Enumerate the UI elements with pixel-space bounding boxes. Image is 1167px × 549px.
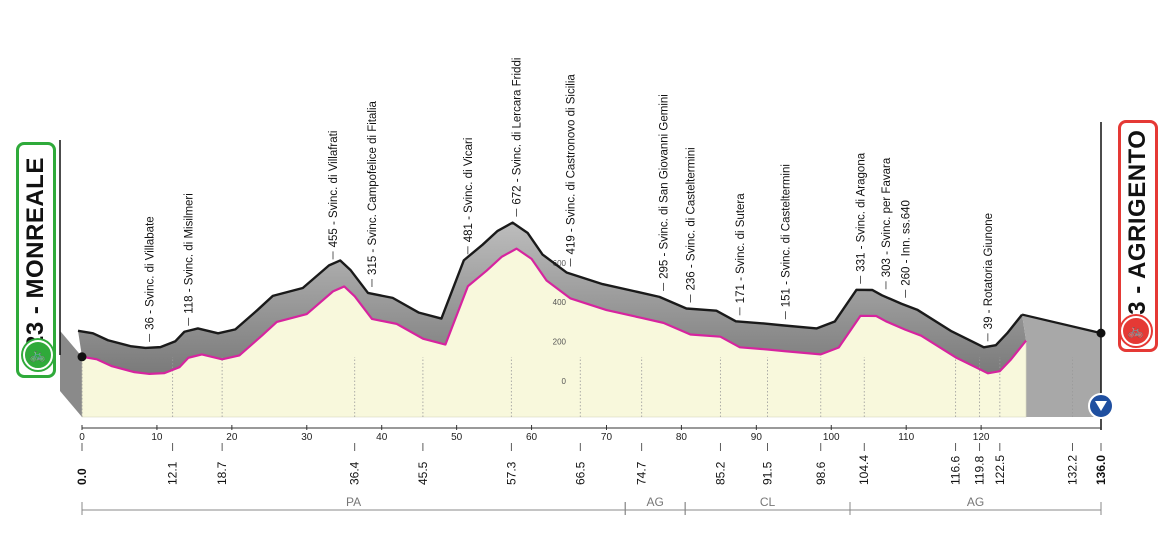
down-triangle-icon [1095, 401, 1107, 411]
x-axis-tick-label: 110 [898, 432, 914, 443]
km-marker-label: 66.5 [573, 461, 587, 485]
waypoint-label: 315 - Svinc. Campofelice di Fitalia [367, 100, 379, 274]
profile-ridge [78, 222, 1027, 374]
km-marker-label: 36.4 [348, 461, 362, 485]
waypoint-label: 171 - Svinc. di Sutera [735, 193, 747, 304]
km-marker-label: 132.2 [1066, 455, 1080, 485]
region-label: AG [647, 495, 664, 509]
region-label: CL [760, 495, 776, 509]
waypoint-label: 303 - Svinc. per Favara [881, 157, 893, 277]
waypoint-label: 672 - Svinc. di Lercara Friddi [512, 58, 524, 205]
km-marker-label: 91.5 [761, 461, 775, 485]
km-marker-label: 12.1 [166, 461, 180, 485]
km-marker-label: 116.6 [949, 456, 963, 485]
x-axis-tick-label: 40 [376, 432, 388, 443]
altitude-tick-label: 600 [553, 259, 567, 268]
finish-label: 243 - AGRIGENTO [1124, 129, 1151, 343]
bike-icon: 🚲 [1121, 316, 1151, 346]
x-axis-tick-label: 70 [601, 432, 613, 443]
start-label: 123 - MONREALE [22, 157, 49, 363]
x-axis-tick-label: 60 [526, 432, 538, 443]
km-marker-label: 45.5 [416, 461, 430, 485]
waypoint-label: 419 - Svinc. di Castronovo di Sicilia [566, 74, 578, 255]
start-wall [60, 330, 82, 417]
x-axis-tick-label: 80 [676, 432, 688, 443]
km-marker-label: 57.3 [504, 461, 518, 485]
x-axis-tick-label: 90 [751, 432, 763, 443]
km-marker-label: 74.7 [635, 461, 649, 485]
start-dot [77, 352, 87, 362]
km-marker-label: 104.4 [857, 455, 871, 485]
waypoint-label: 39 - Rotatoria Giunone [983, 213, 995, 329]
altitude-tick-label: 400 [553, 298, 567, 307]
waypoint-label: 118 - Svinc. di Misilmeri [183, 193, 195, 314]
waypoint-label: 455 - Svinc. di Villafrati [328, 131, 340, 248]
region-label: PA [346, 495, 361, 509]
altitude-tick-label: 200 [553, 338, 567, 347]
waypoint-label: 236 - Svinc. di Casteltermini [685, 147, 697, 290]
finish-wall [1022, 314, 1101, 417]
waypoint-label: 481 - Svinc. di Vicari [463, 138, 475, 243]
finish-sign: 243 - AGRIGENTO [1118, 120, 1158, 352]
x-axis-tick-label: 50 [451, 432, 463, 443]
km-marker-label: 122.5 [993, 455, 1007, 485]
km-marker-label: 0.0 [75, 468, 89, 485]
x-axis-tick-label: 20 [226, 432, 238, 443]
altitude-tick-label: 0 [562, 377, 567, 386]
route-line [81, 247, 1027, 376]
km-marker-label: 18.7 [215, 461, 229, 485]
bike-icon: 🚲 [23, 340, 53, 370]
region-label: AG [967, 495, 984, 509]
start-sign: 123 - MONREALE [16, 142, 56, 378]
x-axis-tick-label: 120 [973, 432, 990, 443]
x-axis-tick-label: 10 [151, 432, 163, 443]
km-marker-label: 85.2 [713, 461, 727, 485]
waypoint-label: 151 - Svinc. di Casteltermini [781, 164, 793, 307]
finish-dot [1096, 328, 1106, 338]
waypoint-label: 331 - Svinc. di Aragona [855, 152, 867, 272]
waypoint-label: 36 - Svinc. di Villabate [144, 216, 156, 330]
x-axis-tick-label: 100 [823, 432, 840, 443]
waypoint-label: 295 - Svinc. di San Giovanni Gemini [658, 94, 670, 279]
waypoint-label: 260 - Inn. ss.640 [900, 200, 912, 286]
x-axis-tick-label: 30 [301, 432, 313, 443]
ridge-outline [77, 221, 1024, 350]
x-axis-tick-label: 0 [79, 432, 85, 443]
km-marker-label: 98.6 [814, 461, 828, 485]
km-marker-label: 136.0 [1094, 455, 1108, 485]
finish-wall-outline [1021, 313, 1102, 335]
km-marker-label: 119.8 [973, 456, 987, 485]
